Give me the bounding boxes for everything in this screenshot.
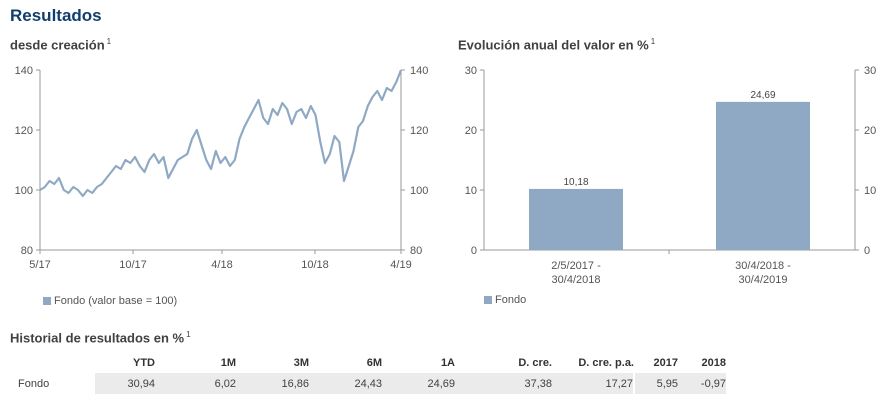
bar-category-2-line2: 30/4/2019 <box>739 274 788 286</box>
col-d-cre-pa: D. cre. p.a. <box>578 356 634 369</box>
cell-1m: 6,02 <box>155 373 236 394</box>
cell-ytd: 30,94 <box>95 373 155 394</box>
bar-category-2-line1: 30/4/2018 - <box>735 260 791 272</box>
cell-3m: 16,86 <box>236 373 309 394</box>
col-2018: 2018 <box>701 356 726 369</box>
line-chart <box>36 69 405 254</box>
bar-value-label-2: 24,69 <box>750 90 775 101</box>
cell-6m: 24,43 <box>309 373 382 394</box>
bar-y-tick-right-30: 30 <box>864 65 876 77</box>
col-1m: 1M <box>220 356 236 369</box>
cell-1a: 24,69 <box>382 373 455 394</box>
bar-y-tick-30: 30 <box>465 65 477 77</box>
bar-period-2 <box>716 101 810 250</box>
line-y-tick-right-80: 80 <box>410 245 422 257</box>
col-2017: 2017 <box>653 356 678 369</box>
bar-chart-legend: Fondo <box>484 294 526 306</box>
line-chart-title: desde creación 1 <box>10 37 112 53</box>
bar-category-1-line1: 2/5/2017 - <box>551 260 601 272</box>
bar-period-1 <box>529 188 623 250</box>
bar-y-tick-20: 20 <box>465 125 477 137</box>
line-y-tick-80: 80 <box>21 245 33 257</box>
line-x-tick-4-18: 4/18 <box>211 259 232 271</box>
cell-2018: -0,97 <box>678 373 726 394</box>
col-d-cre: D. cre. <box>518 356 552 369</box>
legend-swatch <box>43 297 51 305</box>
fund-line-series <box>39 69 403 198</box>
line-y-tick-120: 120 <box>15 125 33 137</box>
cell-2017: 5,95 <box>633 373 678 394</box>
col-3m: 3M <box>293 356 309 369</box>
line-x-tick-10-17: 10/17 <box>119 259 147 271</box>
line-y-tick-right-100: 100 <box>410 185 428 197</box>
bar-y-tick-right-20: 20 <box>864 125 876 137</box>
table-row: Fondo 30,94 6,02 16,86 24,43 24,69 37,38… <box>10 373 726 394</box>
row-label-fondo: Fondo <box>18 377 50 390</box>
line-y-tick-100: 100 <box>15 185 33 197</box>
page-title: Resultados <box>10 6 102 25</box>
history-header-row: YTD 1M 3M 6M 1A D. cre. D. cre. p.a. 201… <box>10 352 726 373</box>
cell-d-cre-pa: 17,27 <box>552 373 634 394</box>
bar-y-tick-10: 10 <box>465 185 477 197</box>
history-table: YTD 1M 3M 6M 1A D. cre. D. cre. p.a. 201… <box>10 352 726 394</box>
col-1a: 1A <box>440 356 455 369</box>
bar-y-tick-right-10: 10 <box>864 185 876 197</box>
bar-category-1-line2: 30/4/2018 <box>552 274 601 286</box>
bar-chart-title: Evolución anual del valor en % 1 <box>458 37 656 53</box>
line-y-tick-right-120: 120 <box>410 125 428 137</box>
charts-canvas: 140 120 100 80 140 120 100 80 5/17 10/17… <box>15 65 877 286</box>
cell-d-cre: 37,38 <box>455 373 552 394</box>
legend-swatch <box>484 296 492 304</box>
bar-y-tick-0: 0 <box>471 245 477 257</box>
col-ytd: YTD <box>133 356 155 369</box>
line-chart-legend: Fondo (valor base = 100) <box>43 295 177 307</box>
line-x-tick-10-18: 10/18 <box>301 259 329 271</box>
bar-value-label-1: 10,18 <box>563 177 588 188</box>
col-6m: 6M <box>366 356 382 369</box>
line-x-tick-5-17: 5/17 <box>29 259 50 271</box>
line-x-tick-4-19: 4/19 <box>390 259 411 271</box>
line-y-tick-140: 140 <box>15 65 33 77</box>
line-y-tick-right-140: 140 <box>410 65 428 77</box>
bar-y-tick-right-0: 0 <box>864 245 870 257</box>
history-title: Historial de resultados en % 1 <box>10 330 191 346</box>
